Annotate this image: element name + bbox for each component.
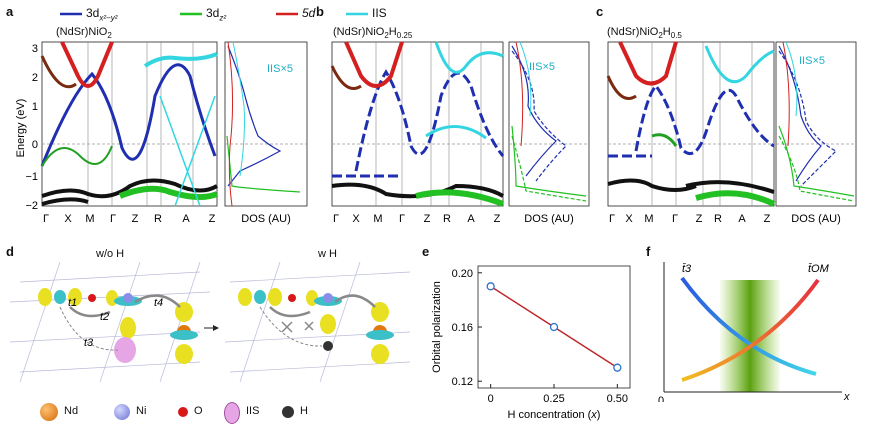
hop-t3: t3 xyxy=(84,337,94,349)
kpoint: X xyxy=(64,213,72,225)
x-tick-label: 0 xyxy=(488,393,494,405)
ytick: 2 xyxy=(32,72,38,84)
panel-a-title: (NdSr)NiO2 xyxy=(56,26,112,41)
panel-c-title: (NdSr)NiO2H0.5 xyxy=(607,26,682,41)
atom-label: IIS xyxy=(246,405,260,417)
kpoint: A xyxy=(467,213,475,225)
y-tick-label: 0.20 xyxy=(452,268,473,280)
data-point xyxy=(486,282,495,291)
panel-b-title: (NdSr)NiO2H0.25 xyxy=(333,26,413,41)
panel-label-e: e xyxy=(422,244,430,259)
kpoint: Z xyxy=(696,213,703,225)
atom-label: O xyxy=(194,405,203,417)
legend-5d: 5d xyxy=(302,6,316,20)
panel-d-right-title: w H xyxy=(318,248,337,260)
kpoint: M xyxy=(373,213,382,225)
atom-label: H xyxy=(300,405,308,417)
hop-t1: t1 xyxy=(68,297,77,309)
panel-a-bands: Energy (eV) 3 2 1 0 −1 −2 Γ X M Γ Z R A … xyxy=(15,41,308,225)
kpoint: Γ xyxy=(110,213,116,225)
curve-tom-label: t̄OM xyxy=(808,263,830,275)
iis-scale-label: IIS×5 xyxy=(267,63,293,75)
atom-h-swatch xyxy=(282,406,294,418)
panel-d-left-title: w/o H xyxy=(96,248,125,260)
panel-label-f: f xyxy=(646,244,651,259)
kpoint: X xyxy=(352,213,360,225)
atom-o-swatch xyxy=(178,407,188,417)
ytick: 0 xyxy=(32,139,38,151)
kpoint: X xyxy=(625,213,633,225)
legend-iis: IIS xyxy=(372,6,387,20)
panel-label-d: d xyxy=(6,244,14,259)
atom-legend: Nd Ni O IIS H xyxy=(40,402,400,424)
x-axis-label: H concentration (x) xyxy=(508,409,601,421)
kpoint: M xyxy=(85,213,94,225)
legend-dz2: 3dz² xyxy=(206,6,227,23)
legend-lines xyxy=(60,12,368,16)
atom-label: Nd xyxy=(64,405,79,417)
highlight-band xyxy=(720,280,780,392)
atom-iis-swatch xyxy=(224,402,240,424)
kpoint: Z xyxy=(209,213,216,225)
panel-f-schematic: t̄3 t̄OM 0 x xyxy=(658,262,850,402)
data-point xyxy=(613,363,622,372)
kpoint: Γ xyxy=(609,213,615,225)
iis-scale-label: IIS×5 xyxy=(799,55,825,67)
legend-dx2y2: 3dx²−y² xyxy=(86,6,118,23)
kpoint: Γ xyxy=(399,213,405,225)
data-point xyxy=(549,322,559,332)
kpoint: Γ xyxy=(672,213,678,225)
panel-b-bands: Γ X M Γ Z R A Z IIS×5 DOS (AU) xyxy=(330,41,590,225)
panel-c-bands: Γ X M Γ Z R A Z IIS×5 DOS (AU) xyxy=(606,41,857,225)
curve-tom xyxy=(681,278,820,382)
kpoint: A xyxy=(182,213,190,225)
iis-scale-label: IIS×5 xyxy=(529,61,555,73)
hop-t2: t2 xyxy=(100,311,109,323)
panel-label-b: b xyxy=(316,4,324,19)
kpoint: Γ xyxy=(43,213,49,225)
y-axis-label: Orbital polarization xyxy=(431,281,443,373)
atom-ni-swatch xyxy=(114,404,130,420)
kpoint: Z xyxy=(764,213,771,225)
legend: 3dx²−y² 3dz² 5d IIS xyxy=(60,6,500,22)
panel-label-c: c xyxy=(596,4,604,19)
y-tick-label: 0.12 xyxy=(452,376,473,388)
x-tick-label: 0.50 xyxy=(607,393,628,405)
orbital-polarization-chart: 0.20 0.16 0.12 0 0.25 0.50 Orbital polarizati… xyxy=(431,265,631,421)
ytick: −2 xyxy=(25,200,38,212)
x-tick-label: 0.25 xyxy=(543,393,564,405)
ytick: 3 xyxy=(32,43,38,55)
panel-d-structure: t1 t2 t3 t4 xyxy=(9,262,411,383)
kpoint: Z xyxy=(132,213,139,225)
ytick: −1 xyxy=(25,171,38,183)
curve-t3 xyxy=(680,276,817,376)
x-label: x xyxy=(843,391,850,402)
curve-t3-label: t̄3 xyxy=(682,263,692,275)
dos-label: DOS (AU) xyxy=(241,213,291,225)
ytick: 1 xyxy=(32,101,38,113)
kpoint: Z xyxy=(494,213,501,225)
origin-label: 0 xyxy=(658,395,664,402)
hop-t4: t4 xyxy=(154,297,163,309)
kpoint: R xyxy=(443,213,451,225)
y-tick-label: 0.16 xyxy=(452,322,473,334)
kpoint: A xyxy=(738,213,746,225)
kpoint: R xyxy=(714,213,722,225)
dos-label: DOS (AU) xyxy=(791,213,841,225)
energy-axis-label: Energy (eV) xyxy=(15,99,27,158)
kpoint: Z xyxy=(424,213,431,225)
kpoint: Γ xyxy=(333,213,339,225)
panel-label-a: a xyxy=(6,4,14,19)
dos-label: DOS (AU) xyxy=(524,213,574,225)
atom-nd-swatch xyxy=(40,403,58,421)
kpoint: R xyxy=(154,213,162,225)
kpoint: M xyxy=(644,213,653,225)
atom-label: Ni xyxy=(136,405,147,417)
